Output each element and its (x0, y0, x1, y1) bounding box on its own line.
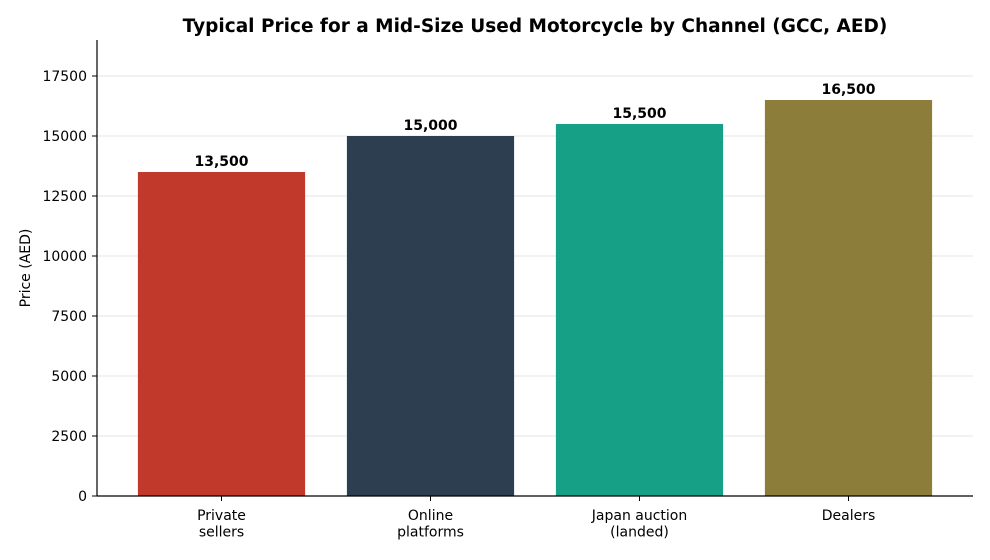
y-tick-label: 12500 (42, 189, 87, 205)
y-tick-label: 7500 (51, 309, 87, 325)
y-tick-label: 10000 (42, 249, 87, 265)
axes (92, 40, 973, 501)
x-tick-label: Online (408, 508, 453, 524)
y-tick-label: 15000 (42, 129, 87, 145)
bars (137, 100, 933, 496)
bar (555, 124, 724, 496)
x-tick-label: Private (197, 508, 246, 524)
x-tick-label: Japan auction (591, 508, 687, 524)
y-tick-label: 0 (78, 489, 87, 505)
bar-value-label: 15,500 (612, 106, 666, 122)
y-tick-label: 5000 (51, 369, 87, 385)
x-tick-label: sellers (199, 525, 244, 541)
bar (764, 100, 933, 496)
x-tick-label: (landed) (610, 525, 669, 541)
chart-title: Typical Price for a Mid-Size Used Motorc… (183, 16, 888, 37)
y-tick-label: 2500 (51, 429, 87, 445)
bar (346, 136, 515, 496)
y-tick-label: 17500 (42, 69, 87, 85)
bar-value-label: 13,500 (194, 154, 248, 170)
labels: 0 2500 5000 7500 10000 12500 15000 17500 13,500 P… (42, 69, 875, 541)
bar-value-label: 15,000 (403, 118, 457, 134)
x-tick-label: platforms (397, 525, 464, 541)
x-tick-label: Dealers (822, 508, 876, 524)
bar-value-label: 16,500 (821, 82, 875, 98)
y-axis-label: Price (AED) (18, 229, 34, 308)
bar (137, 172, 306, 496)
